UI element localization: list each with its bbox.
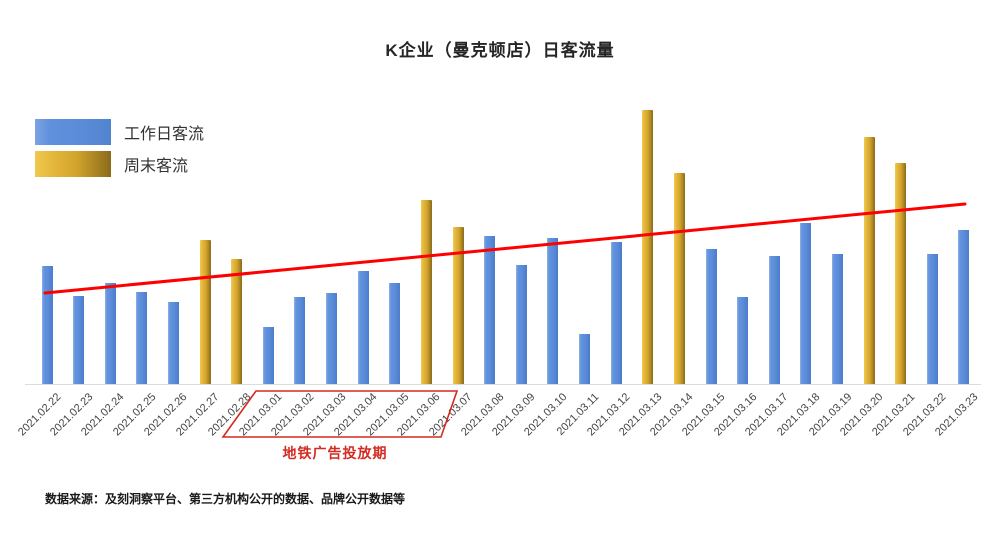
bar-2021.03.17 [768, 256, 780, 384]
bar-2021.03.15 [705, 249, 717, 384]
bar-2021.02.27 [199, 240, 211, 384]
bar-2021.03.04 [357, 271, 369, 384]
bar-2021.02.24 [104, 283, 116, 384]
bar-2021.03.01 [262, 327, 274, 384]
x-axis-line [25, 384, 981, 385]
bar-2021.02.25 [136, 292, 148, 384]
weekend-swatch-icon [35, 150, 111, 177]
bar-2021.02.22 [41, 266, 53, 384]
bar-2021.03.20 [863, 137, 875, 384]
bar-2021.03.18 [800, 223, 812, 384]
bar-2021.03.08 [484, 236, 496, 384]
bar-2021.03.07 [452, 227, 464, 384]
bar-2021.02.23 [73, 296, 85, 384]
legend-item-weekend: 周末客流 [35, 150, 204, 177]
bar-2021.02.26 [167, 302, 179, 384]
bar-2021.03.12 [610, 242, 622, 384]
trend-line [43, 202, 967, 295]
legend-label-weekend: 周末客流 [124, 157, 189, 175]
bar-2021.03.10 [547, 238, 559, 384]
bar-2021.03.13 [642, 110, 654, 384]
bar-2021.03.05 [389, 283, 401, 384]
bar-2021.03.11 [579, 334, 591, 384]
bar-2021.03.14 [673, 173, 685, 384]
chart-title: K企业（曼克顿店）日客流量 [385, 41, 615, 60]
bar-2021.03.19 [832, 254, 843, 384]
bar-2021.03.16 [737, 297, 749, 384]
bar-2021.02.28 [231, 259, 243, 384]
bar-2021.03.21 [895, 163, 907, 384]
bar-2021.03.02 [294, 297, 306, 384]
bar-2021.03.09 [515, 265, 527, 384]
bar-2021.03.06 [420, 200, 432, 384]
bar-2021.03.03 [326, 293, 338, 384]
campaign-annotation-label: 地铁广告投放期 [282, 445, 388, 461]
weekday-swatch-icon [35, 118, 111, 145]
legend-item-weekday: 工作日客流 [35, 118, 204, 145]
legend: 工作日客流 周末客流 [35, 118, 204, 182]
legend-label-weekday: 工作日客流 [124, 125, 205, 143]
data-source-note: 数据来源：及刻洞察平台、第三方机构公开的数据、品牌公开数据等 [45, 492, 406, 506]
bar-2021.03.23 [958, 230, 970, 384]
bar-2021.03.22 [926, 254, 938, 384]
